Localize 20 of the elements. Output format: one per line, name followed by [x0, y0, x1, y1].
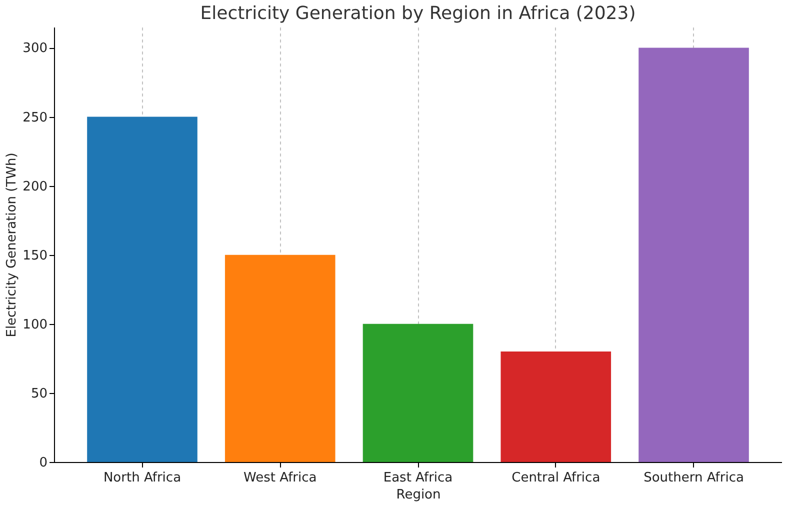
x-tick-label: Southern Africa	[644, 470, 744, 486]
bar	[224, 254, 336, 462]
y-tick-label: 150	[22, 248, 48, 264]
bar	[500, 352, 612, 462]
chart-title: Electricity Generation by Region in Africa (2023)	[200, 3, 636, 24]
x-tick-label: Central Africa	[512, 470, 600, 486]
y-tick-label: 300	[22, 41, 48, 56]
y-tick-label: 100	[22, 317, 48, 332]
y-tick-label: 250	[22, 110, 48, 126]
y-tick-label: 0	[39, 456, 48, 470]
x-tick-label: North Africa	[103, 470, 182, 486]
y-tick-label: 200	[22, 179, 48, 194]
x-tick-label: East Africa	[383, 470, 453, 486]
y-tick-label: 50	[30, 386, 48, 402]
bar	[362, 324, 474, 462]
x-tick-label: West Africa	[244, 470, 317, 486]
bar	[87, 116, 198, 462]
x-axis-title: Region	[396, 488, 441, 502]
bar	[638, 48, 749, 462]
y-axis-title: Electricity Generation (TWh)	[4, 152, 20, 338]
